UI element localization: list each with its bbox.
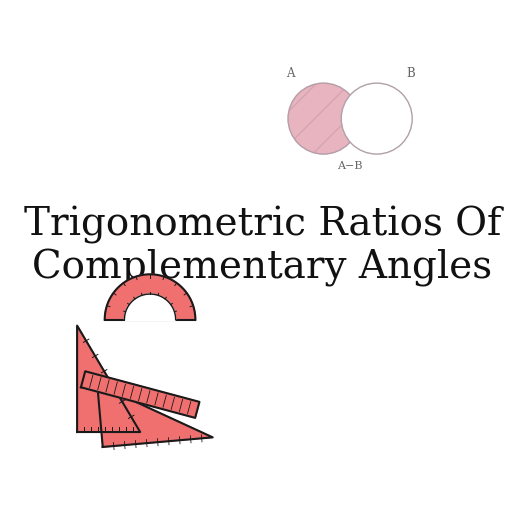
Polygon shape bbox=[124, 294, 176, 319]
Polygon shape bbox=[97, 384, 212, 447]
Text: A−B: A−B bbox=[337, 161, 363, 171]
Text: Trigonometric Ratios Of: Trigonometric Ratios Of bbox=[24, 206, 501, 244]
Text: Complementary Angles: Complementary Angles bbox=[32, 249, 493, 287]
Circle shape bbox=[288, 83, 359, 154]
Text: B: B bbox=[406, 67, 415, 80]
Polygon shape bbox=[105, 274, 196, 319]
Polygon shape bbox=[81, 371, 200, 418]
Text: A: A bbox=[286, 67, 294, 80]
Polygon shape bbox=[77, 326, 140, 432]
Circle shape bbox=[341, 83, 412, 154]
